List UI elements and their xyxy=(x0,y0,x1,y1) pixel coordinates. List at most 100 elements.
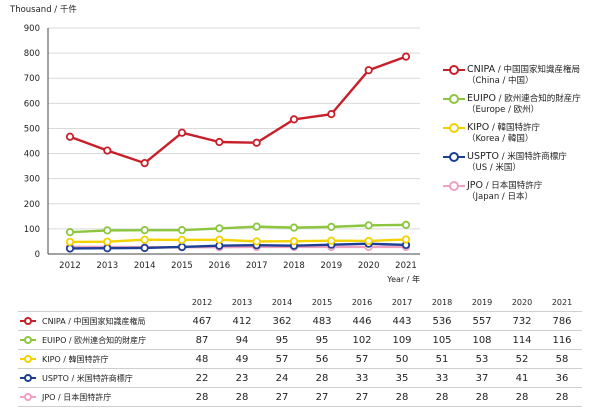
data-point-kipo xyxy=(140,235,149,244)
table-row-label: USPTO / 米国特許商標庁 xyxy=(18,368,182,388)
table-cell: 443 xyxy=(382,311,422,331)
legend-item-cnipa: CNIPA / 中国国家知識産権局 （China / 中国） xyxy=(443,64,599,93)
table-cell: 28 xyxy=(462,387,502,407)
data-point-kipo xyxy=(364,236,373,246)
table-cell: 108 xyxy=(462,330,502,350)
table-cell: 51 xyxy=(422,349,462,369)
table-cell: 483 xyxy=(302,311,342,331)
series-line-uspto xyxy=(69,242,407,250)
legend-item-jpo: JPO / 日本国特許庁 （Japan / 日本） xyxy=(443,180,599,209)
table-row-label: KIPO / 韓国特許庁 xyxy=(18,349,182,369)
table-year-header: 2018 xyxy=(431,297,453,307)
data-point-euipo xyxy=(177,226,187,235)
table-cell: 28 xyxy=(422,387,462,407)
table-cell: 27 xyxy=(262,387,302,407)
table-cell: 52 xyxy=(502,349,542,369)
y-axis-title: Thousand / 千件 xyxy=(9,4,77,15)
line-chart: 0 100 200 300 400 500 600 700 800 900 Thousand / 千… xyxy=(9,4,420,284)
data-point-euipo xyxy=(364,221,373,230)
table-cell: 28 xyxy=(222,387,262,407)
table-cell: 114 xyxy=(502,330,542,350)
table-cell: 102 xyxy=(342,330,382,350)
legend-item-uspto: USPTO / 米国特許商標庁 （US / 米国） xyxy=(443,151,599,180)
table-cell: 95 xyxy=(302,330,342,350)
table-cell: 57 xyxy=(342,349,382,369)
x-tick-label: 2015 xyxy=(171,261,193,271)
table-cell: 22 xyxy=(182,368,222,388)
x-tick-label: 2013 xyxy=(97,261,119,271)
table-cell: 87 xyxy=(182,330,222,350)
table-cell: 53 xyxy=(462,349,502,369)
data-point-cnipa xyxy=(401,52,411,61)
data-point-cnipa xyxy=(215,137,224,147)
data-point-euipo xyxy=(140,226,149,235)
table-cell: 27 xyxy=(302,387,342,407)
table-row-kipo: KIPO / 韓国特許庁 48 49 57 56 57 50 51 53 52 58 xyxy=(18,349,582,369)
y-tick-label: 900 xyxy=(24,24,40,34)
table-cell: 28 xyxy=(302,368,342,388)
table-row-label: EUIPO / 欧州連合知的財産庁 xyxy=(18,330,182,350)
table-cell: 467 xyxy=(182,311,222,331)
table-cell: 33 xyxy=(342,368,382,388)
data-table-header: 2012 2013 2014 2015 2016 2017 2018 2019 … xyxy=(18,293,582,312)
data-point-kipo xyxy=(252,237,261,246)
data-point-kipo xyxy=(401,235,411,244)
legend-label-kipo: KIPO xyxy=(467,122,490,133)
data-point-uspto xyxy=(140,243,149,253)
series-marker-cnipa xyxy=(20,317,36,325)
data-point-kipo xyxy=(103,237,112,246)
table-cell: 23 xyxy=(222,368,262,388)
series-line-cnipa xyxy=(69,55,407,165)
table-row-euipo: EUIPO / 欧州連合知的財産庁 87 94 95 95 102 109 105 108 114… xyxy=(18,330,582,350)
y-tick-label: 300 xyxy=(24,175,40,185)
table-cell: 116 xyxy=(542,330,582,350)
table-year-header: 2016 xyxy=(351,297,373,307)
table-row-label: JPO / 日本国特許庁 xyxy=(18,387,182,407)
x-tick-label: 2019 xyxy=(321,261,343,271)
data-point-cnipa xyxy=(364,66,373,75)
x-tick-label: 2018 xyxy=(283,261,305,271)
data-point-euipo xyxy=(103,226,112,235)
data-point-euipo xyxy=(327,222,336,231)
series-marker-kipo xyxy=(20,355,36,363)
x-tick-label: 2017 xyxy=(246,261,268,271)
x-axis-title: Year / 年 xyxy=(386,274,420,284)
table-cell: 28 xyxy=(542,387,582,407)
y-tick-label: 200 xyxy=(24,200,40,210)
table-year-header: 2017 xyxy=(391,297,413,307)
x-tick-label: 2016 xyxy=(209,261,231,271)
data-point-kipo xyxy=(215,235,224,244)
x-tick-label: 2014 xyxy=(134,261,156,271)
series-line-kipo xyxy=(69,238,407,244)
legend-label-cnipa: CNIPA xyxy=(467,64,496,75)
table-cell: 732 xyxy=(502,311,542,331)
table-cell: 57 xyxy=(262,349,302,369)
legend-item-euipo: EUIPO / 欧州連合知的財産庁 （Europe / 欧州） xyxy=(443,93,599,122)
table-cell: 48 xyxy=(182,349,222,369)
table-cell: 28 xyxy=(382,387,422,407)
data-point-cnipa xyxy=(103,146,112,155)
data-point-kipo xyxy=(327,236,336,245)
data-point-kipo xyxy=(65,237,75,247)
table-cell: 35 xyxy=(382,368,422,388)
table-year-header: 2013 xyxy=(231,297,253,307)
table-cell: 37 xyxy=(462,368,502,388)
table-cell: 56 xyxy=(302,349,342,369)
data-point-cnipa xyxy=(140,158,149,168)
legend-label-uspto: USPTO xyxy=(467,151,499,162)
table-cell: 94 xyxy=(222,330,262,350)
legend-label-jpo: JPO xyxy=(467,180,484,191)
table-cell: 557 xyxy=(462,311,502,331)
table-cell: 28 xyxy=(182,387,222,407)
x-tick-label: 2020 xyxy=(358,261,380,271)
legend-label-euipo: EUIPO xyxy=(467,93,496,104)
table-year-header: 2014 xyxy=(271,297,293,307)
data-point-cnipa xyxy=(252,138,261,147)
table-cell: 50 xyxy=(382,349,422,369)
table-cell: 33 xyxy=(422,368,462,388)
data-point-euipo xyxy=(215,224,224,233)
series-line-euipo xyxy=(69,223,407,234)
data-point-cnipa xyxy=(65,132,75,141)
y-tick-label: 500 xyxy=(24,124,40,134)
